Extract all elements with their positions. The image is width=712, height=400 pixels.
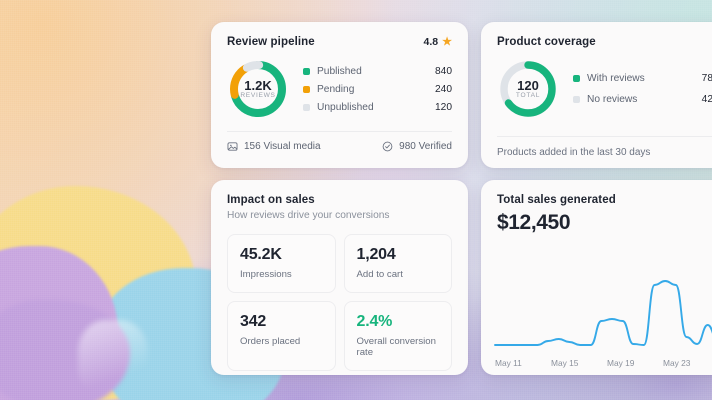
legend-swatch-unpublished (303, 103, 310, 111)
legend-value-unpublished: 120 (435, 101, 452, 113)
total-sales-card: Total sales generated $12,450 May 11 May… (481, 180, 712, 375)
visual-media-text: 156 Visual media (244, 141, 321, 152)
axis-tick-0: May 11 (495, 358, 522, 368)
metric-label-orders-placed: Orders placed (240, 336, 301, 347)
legend-label-no-reviews: No reviews (587, 94, 638, 105)
metric-value-add-to-cart: 1,204 (356, 246, 396, 263)
review-pipeline-card: Review pipeline 4.8 ★ (211, 22, 468, 168)
legend-swatch-pending (303, 85, 310, 93)
metric-tile-impressions[interactable]: 45.2K Impressions (227, 234, 336, 293)
legend-item-with-reviews: With reviews 78 (573, 68, 712, 89)
metric-tile-add-to-cart[interactable]: 1,204 Add to cart (343, 234, 452, 293)
donut-segment-unpublished (230, 61, 286, 117)
review-donut-label: REVIEWS (240, 92, 276, 100)
legend-value-pending: 240 (435, 83, 452, 95)
metric-label-impressions: Impressions (240, 269, 292, 280)
coverage-donut-svg (500, 61, 556, 117)
coverage-donut-row: 120 TOTAL With reviews 78 No reviews 42 (497, 58, 712, 120)
review-legend: Published 840 Pending 240 Unpublished 12… (303, 62, 452, 116)
legend-item-pending: Pending 240 (303, 80, 452, 98)
rating-badge: 4.8 ★ (424, 36, 452, 48)
legend-swatch-with-reviews (573, 75, 580, 82)
legend-item-no-reviews: No reviews 42 (573, 89, 712, 110)
coverage-legend: With reviews 78 No reviews 42 (573, 68, 712, 110)
sales-chart-axis-labels: May 11 May 15 May 19 May 23 May 27 May 3 (481, 358, 712, 368)
product-coverage-card: Product coverage 120 TOTAL (481, 22, 712, 168)
metric-value-impressions: 45.2K (240, 246, 282, 263)
review-donut-svg (230, 61, 286, 117)
coverage-donut-center: 120 TOTAL (497, 58, 559, 120)
review-donut-row: 1.2K REVIEWS Published 840 Pending 240 (227, 58, 452, 120)
product-coverage-title: Product coverage (497, 36, 596, 48)
coverage-donut-chart: 120 TOTAL (497, 58, 559, 120)
total-sales-title: Total sales generated (497, 194, 616, 206)
impact-title: Impact on sales (227, 194, 315, 206)
metric-label-add-to-cart: Add to cart (356, 269, 403, 280)
axis-tick-2: May 19 (607, 358, 635, 368)
legend-label-with-reviews: With reviews (587, 73, 645, 84)
sales-line-path (494, 280, 712, 346)
legend-label-published: Published (317, 65, 362, 77)
axis-tick-3: May 23 (663, 358, 691, 368)
legend-value-published: 840 (435, 65, 452, 77)
review-card-divider (227, 131, 452, 132)
donut-segment-with-reviews (500, 61, 556, 117)
impact-metric-grid: 45.2K Impressions 1,204 Add to cart 342 … (227, 234, 452, 371)
sales-line-chart-svg (494, 280, 712, 346)
verified-text: 980 Verified (399, 141, 452, 152)
review-donut-center: 1.2K REVIEWS (227, 58, 289, 120)
legend-item-unpublished: Unpublished 120 (303, 98, 452, 116)
verified-stat: 980 Verified (382, 141, 452, 152)
coverage-donut-label: TOTAL (515, 92, 541, 100)
legend-value-no-reviews: 42 (701, 94, 712, 105)
legend-item-published: Published 840 (303, 62, 452, 80)
review-donut-chart: 1.2K REVIEWS (227, 58, 289, 120)
review-donut-value: 1.2K (244, 77, 272, 93)
legend-label-unpublished: Unpublished (317, 101, 374, 113)
impact-subtitle: How reviews drive your conversions (227, 210, 390, 221)
legend-swatch-no-reviews (573, 96, 580, 103)
coverage-note: Products added in the last 30 days (497, 147, 651, 158)
visual-media-stat: 156 Visual media (227, 141, 321, 152)
decorative-blob-sheen (78, 320, 148, 400)
metric-label-conversion-rate: Overall conversion rate (356, 336, 436, 358)
legend-label-pending: Pending (317, 83, 355, 95)
metric-value-orders-placed: 342 (240, 313, 267, 330)
metric-value-conversion-rate: 2.4% (356, 313, 393, 330)
coverage-donut-value: 120 (517, 77, 539, 93)
rating-value: 4.8 (423, 36, 439, 48)
axis-tick-1: May 15 (551, 358, 579, 368)
impact-on-sales-card: Impact on sales How reviews drive your c… (211, 180, 468, 375)
total-sales-amount: $12,450 (497, 211, 571, 234)
star-icon: ★ (442, 35, 452, 48)
review-card-footer: 156 Visual media 980 Verified (211, 132, 468, 152)
check-circle-icon (382, 141, 393, 152)
metric-tile-conversion-rate[interactable]: 2.4% Overall conversion rate (343, 301, 452, 371)
legend-swatch-published (303, 67, 310, 75)
coverage-card-divider (497, 136, 712, 137)
review-pipeline-title: Review pipeline (227, 36, 315, 48)
review-pipeline-header: Review pipeline 4.8 ★ (227, 36, 452, 48)
donut-segment-pending (230, 61, 286, 117)
image-icon (227, 142, 238, 151)
sales-line-chart[interactable]: May 11 May 15 May 19 May 23 May 27 May 3 (481, 257, 712, 375)
legend-value-with-reviews: 78 (701, 73, 712, 84)
metric-tile-orders-placed[interactable]: 342 Orders placed (227, 301, 336, 371)
